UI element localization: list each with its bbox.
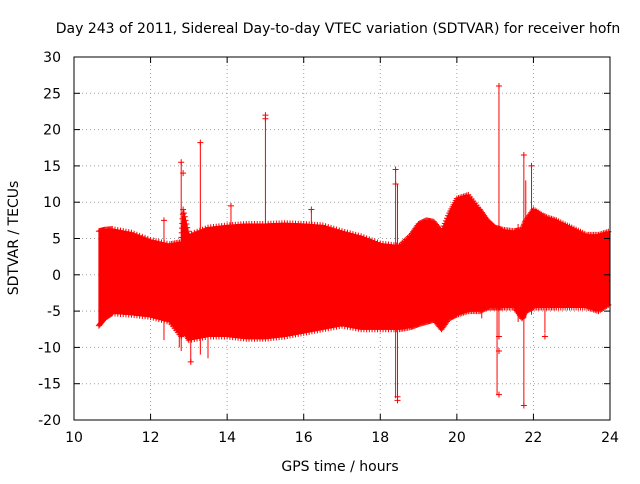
y-tick-label: 15 — [43, 159, 61, 175]
y-tick-label: -15 — [38, 377, 61, 393]
y-tick-label: 0 — [52, 268, 61, 284]
y-tick-label: 20 — [43, 123, 61, 139]
data-point — [528, 162, 535, 169]
x-tick-label: 24 — [601, 430, 619, 446]
axis-ticks: 10 12 14 16 18 20 22 24 -20 -15 -10 -5 0 5 10 15 20 25 30 — [38, 50, 619, 446]
data-point — [180, 170, 187, 177]
y-tick-label: -5 — [47, 304, 61, 320]
chart-title: Day 243 of 2011, Sidereal Day-to-day VTE… — [56, 21, 620, 37]
data-series — [95, 83, 612, 409]
x-tick-label: 14 — [218, 430, 236, 446]
data-point — [227, 202, 234, 209]
y-tick-label: 10 — [43, 195, 61, 211]
x-tick-label: 20 — [448, 430, 466, 446]
data-point — [541, 333, 548, 340]
data-point — [308, 206, 315, 213]
data-point — [520, 402, 527, 409]
data-point — [394, 397, 401, 404]
data-point — [262, 115, 269, 122]
data-point — [392, 181, 399, 188]
data-point — [495, 83, 502, 90]
y-tick-label: 30 — [43, 50, 61, 66]
x-axis-label: GPS time / hours — [281, 459, 398, 475]
data-point — [495, 348, 502, 355]
data-point — [495, 391, 502, 398]
data-point — [392, 166, 399, 173]
y-axis-label: SDTVAR / TECUs — [6, 181, 22, 296]
data-point — [495, 333, 502, 340]
data-point — [178, 159, 185, 166]
data-point — [197, 139, 204, 146]
x-tick-label: 12 — [142, 430, 160, 446]
x-tick-label: 16 — [295, 430, 313, 446]
x-tick-label: 18 — [371, 430, 389, 446]
y-tick-label: -10 — [38, 340, 61, 356]
data-point — [187, 358, 194, 365]
y-tick-label: 5 — [52, 232, 61, 248]
y-tick-label: 25 — [43, 86, 61, 102]
data-point — [520, 152, 527, 159]
x-tick-label: 22 — [525, 430, 543, 446]
y-tick-label: -20 — [38, 413, 61, 429]
data-point — [160, 217, 167, 224]
data-band — [98, 194, 611, 341]
x-tick-label: 10 — [65, 430, 83, 446]
